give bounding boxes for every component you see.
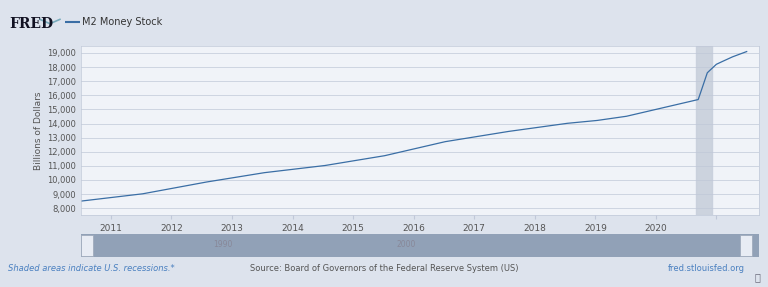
Text: 2000: 2000 xyxy=(396,240,415,249)
Text: Source: Board of Governors of the Federal Reserve System (US): Source: Board of Governors of the Federa… xyxy=(250,263,518,273)
Text: FRED: FRED xyxy=(9,17,53,31)
Text: M2 Money Stock: M2 Money Stock xyxy=(82,18,162,27)
Text: Shaded areas indicate U.S. recessions.*: Shaded areas indicate U.S. recessions.* xyxy=(8,263,174,273)
Bar xyxy=(81,235,93,256)
Y-axis label: Billions of Dollars: Billions of Dollars xyxy=(34,91,42,170)
Bar xyxy=(697,46,712,215)
Text: fred.stlouisfed.org: fred.stlouisfed.org xyxy=(668,263,745,273)
Bar xyxy=(740,235,752,256)
Text: 1990: 1990 xyxy=(214,240,233,249)
Text: ⛶: ⛶ xyxy=(754,272,760,282)
